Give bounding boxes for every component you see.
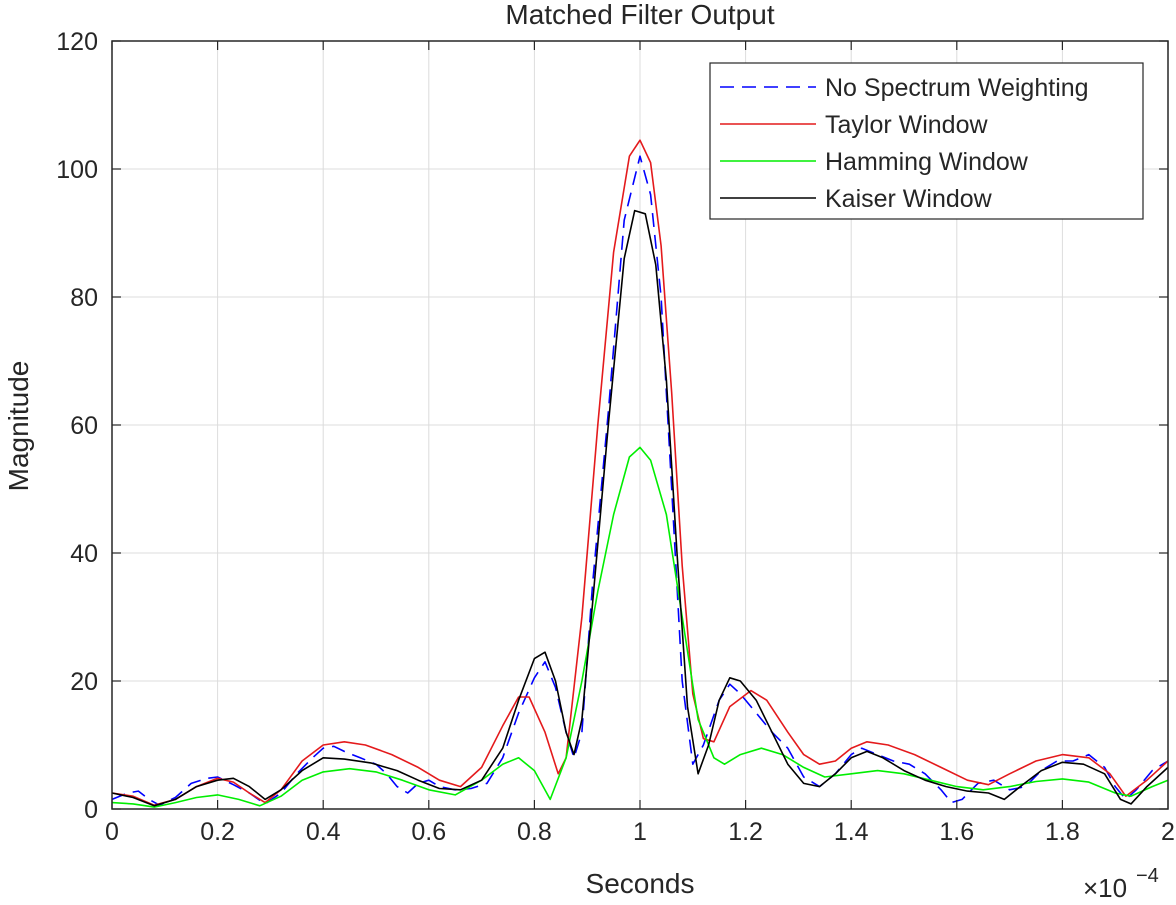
x-tick-label: 1.6 [939, 818, 974, 846]
x-tick-label: 1.8 [1045, 818, 1080, 846]
series-line-1 [111, 139, 1169, 806]
x-tick-label: 0.8 [517, 818, 552, 846]
legend-box [709, 62, 1144, 220]
x-exponent-power: −4 [1136, 865, 1159, 887]
y-tick-label: 0 [84, 796, 98, 824]
x-axis-label: Seconds [586, 868, 695, 899]
x-exponent-label: ×10 −4 [1083, 865, 1159, 903]
y-axis-label: Magnitude [3, 361, 34, 492]
x-tick-label: 0.4 [306, 818, 341, 846]
series-line-2 [111, 446, 1169, 808]
x-tick-label: 1.2 [728, 818, 763, 846]
x-tick-label: 0.6 [411, 818, 446, 846]
legend-label-1: Taylor Window [825, 111, 988, 139]
legend-label-0: No Spectrum Weighting [825, 74, 1089, 102]
y-tick-label: 100 [56, 156, 98, 184]
chart-title: Matched Filter Output [505, 0, 774, 30]
legend-label-2: Hamming Window [825, 148, 1029, 176]
y-tick-label: 20 [70, 668, 98, 696]
x-tick-label: 0 [105, 818, 119, 846]
y-tick-label: 120 [56, 28, 98, 56]
series-line-0 [111, 155, 1169, 806]
x-tick-label: 0.2 [200, 818, 235, 846]
series-line-3 [111, 209, 1169, 807]
x-tick-label: 2 [1161, 818, 1175, 846]
legend: No Spectrum Weighting Taylor Window Hammin… [709, 62, 1144, 220]
y-tick-label: 80 [70, 284, 98, 312]
x-tick-label: 1 [633, 818, 647, 846]
x-tick-label: 1.4 [834, 818, 869, 846]
x-exponent-base: ×10 [1083, 873, 1127, 900]
y-tick-label: 60 [70, 412, 98, 440]
legend-label-3: Kaiser Window [825, 185, 993, 213]
y-tick-label: 40 [70, 540, 98, 568]
